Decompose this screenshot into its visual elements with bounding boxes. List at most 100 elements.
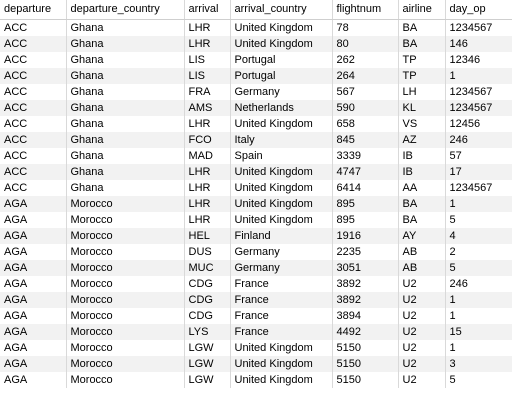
cell-flightnum: 845 — [331, 132, 398, 148]
cell-arrival-country: United Kingdom — [229, 180, 332, 196]
table-row[interactable]: ACC Ghana LIS Portugal 264 TP 1 — [0, 68, 512, 84]
cell-departure-country: Ghana — [65, 100, 184, 116]
table-row[interactable]: ACC Ghana LHR United Kingdom 80 BA 146 — [0, 36, 512, 52]
table-row[interactable]: ACC Ghana LHR United Kingdom 6414 AA 1234567 — [0, 180, 512, 196]
cell-departure-country: Morocco — [65, 212, 184, 228]
table-row[interactable]: ACC Ghana FRA Germany 567 LH 1234567 — [0, 84, 512, 100]
cell-arrival-country: Portugal — [229, 68, 332, 84]
cell-day-op: 5 — [444, 212, 512, 228]
cell-departure-country: Ghana — [65, 132, 184, 148]
cell-arrival: LYS — [183, 324, 230, 340]
cell-flightnum: 658 — [331, 116, 398, 132]
table-header: departure departure_country arrival arrival… — [0, 0, 512, 20]
cell-arrival: LHR — [183, 180, 230, 196]
cell-arrival-country: United Kingdom — [229, 212, 332, 228]
table-row[interactable]: AGA Morocco CDG France 3894 U2 1 — [0, 308, 512, 324]
column-header-arrival-country[interactable]: arrival_country — [229, 0, 332, 20]
table-row[interactable]: ACC Ghana LHR United Kingdom 4747 IB 17 — [0, 164, 512, 180]
cell-arrival-country: France — [229, 292, 332, 308]
cell-arrival-country: United Kingdom — [229, 36, 332, 52]
cell-arrival-country: United Kingdom — [229, 356, 332, 372]
cell-airline: BA — [397, 36, 445, 52]
cell-airline: IB — [397, 148, 445, 164]
cell-departure: AGA — [0, 372, 66, 388]
cell-day-op: 1234567 — [444, 19, 512, 36]
cell-departure: ACC — [0, 148, 66, 164]
cell-day-op: 5 — [444, 260, 512, 276]
cell-departure: ACC — [0, 84, 66, 100]
table-row[interactable]: ACC Ghana FCO Italy 845 AZ 246 — [0, 132, 512, 148]
table-row[interactable]: ACC Ghana LHR United Kingdom 78 BA 1234567 — [0, 19, 512, 36]
cell-day-op: 2 — [444, 244, 512, 260]
cell-departure-country: Morocco — [65, 340, 184, 356]
table-row[interactable]: AGA Morocco LYS France 4492 U2 15 — [0, 324, 512, 340]
table-row[interactable]: ACC Ghana LHR United Kingdom 658 VS 12456 — [0, 116, 512, 132]
cell-departure-country: Morocco — [65, 260, 184, 276]
column-header-flightnum[interactable]: flightnum — [331, 0, 398, 20]
cell-arrival: CDG — [183, 308, 230, 324]
table-row[interactable]: AGA Morocco MUC Germany 3051 AB 5 — [0, 260, 512, 276]
cell-arrival: LHR — [183, 116, 230, 132]
cell-departure-country: Morocco — [65, 356, 184, 372]
table-row[interactable]: AGA Morocco LGW United Kingdom 5150 U2 3 — [0, 356, 512, 372]
column-header-departure[interactable]: departure — [0, 0, 66, 20]
cell-departure-country: Ghana — [65, 164, 184, 180]
cell-departure-country: Morocco — [65, 324, 184, 340]
cell-airline: U2 — [397, 308, 445, 324]
header-row: departure departure_country arrival arrival… — [0, 0, 512, 20]
table-row[interactable]: AGA Morocco LHR United Kingdom 895 BA 1 — [0, 196, 512, 212]
table-row[interactable]: AGA Morocco LGW United Kingdom 5150 U2 1 — [0, 340, 512, 356]
cell-flightnum: 5150 — [331, 340, 398, 356]
table-row[interactable]: ACC Ghana LIS Portugal 262 TP 12346 — [0, 52, 512, 68]
cell-departure: ACC — [0, 52, 66, 68]
cell-day-op: 57 — [444, 148, 512, 164]
column-header-day-op[interactable]: day_op — [444, 0, 512, 20]
cell-day-op: 1234567 — [444, 180, 512, 196]
cell-departure-country: Ghana — [65, 180, 184, 196]
cell-arrival-country: Portugal — [229, 52, 332, 68]
cell-arrival: LHR — [183, 19, 230, 36]
cell-day-op: 1234567 — [444, 100, 512, 116]
cell-airline: AB — [397, 260, 445, 276]
cell-departure: AGA — [0, 228, 66, 244]
cell-departure-country: Morocco — [65, 196, 184, 212]
cell-day-op: 3 — [444, 356, 512, 372]
cell-arrival: AMS — [183, 100, 230, 116]
cell-flightnum: 262 — [331, 52, 398, 68]
table-row[interactable]: AGA Morocco DUS Germany 2235 AB 2 — [0, 244, 512, 260]
column-header-airline[interactable]: airline — [397, 0, 445, 20]
cell-arrival-country: United Kingdom — [229, 19, 332, 36]
cell-arrival: FCO — [183, 132, 230, 148]
cell-arrival: CDG — [183, 292, 230, 308]
column-header-arrival[interactable]: arrival — [183, 0, 230, 20]
cell-day-op: 17 — [444, 164, 512, 180]
table-row[interactable]: ACC Ghana AMS Netherlands 590 KL 1234567 — [0, 100, 512, 116]
cell-arrival-country: United Kingdom — [229, 372, 332, 388]
cell-arrival: HEL — [183, 228, 230, 244]
cell-departure-country: Ghana — [65, 19, 184, 36]
cell-flightnum: 895 — [331, 196, 398, 212]
cell-arrival-country: France — [229, 308, 332, 324]
cell-arrival-country: France — [229, 324, 332, 340]
cell-airline: U2 — [397, 292, 445, 308]
cell-departure: ACC — [0, 19, 66, 36]
table-row[interactable]: AGA Morocco LGW United Kingdom 5150 U2 5 — [0, 372, 512, 388]
cell-flightnum: 4492 — [331, 324, 398, 340]
cell-arrival: LHR — [183, 196, 230, 212]
table-row[interactable]: AGA Morocco CDG France 3892 U2 246 — [0, 276, 512, 292]
column-header-departure-country[interactable]: departure_country — [65, 0, 184, 20]
cell-departure-country: Morocco — [65, 372, 184, 388]
table-row[interactable]: AGA Morocco CDG France 3892 U2 1 — [0, 292, 512, 308]
cell-day-op: 1 — [444, 196, 512, 212]
cell-airline: AA — [397, 180, 445, 196]
cell-airline: BA — [397, 19, 445, 36]
table-row[interactable]: AGA Morocco HEL Finland 1916 AY 4 — [0, 228, 512, 244]
cell-arrival-country: Italy — [229, 132, 332, 148]
cell-arrival-country: United Kingdom — [229, 164, 332, 180]
cell-departure: ACC — [0, 132, 66, 148]
table-row[interactable]: ACC Ghana MAD Spain 3339 IB 57 — [0, 148, 512, 164]
cell-day-op: 15 — [444, 324, 512, 340]
cell-arrival: LGW — [183, 372, 230, 388]
table-body: ACC Ghana LHR United Kingdom 78 BA 1234567 ACC G… — [0, 19, 512, 388]
table-row[interactable]: AGA Morocco LHR United Kingdom 895 BA 5 — [0, 212, 512, 228]
